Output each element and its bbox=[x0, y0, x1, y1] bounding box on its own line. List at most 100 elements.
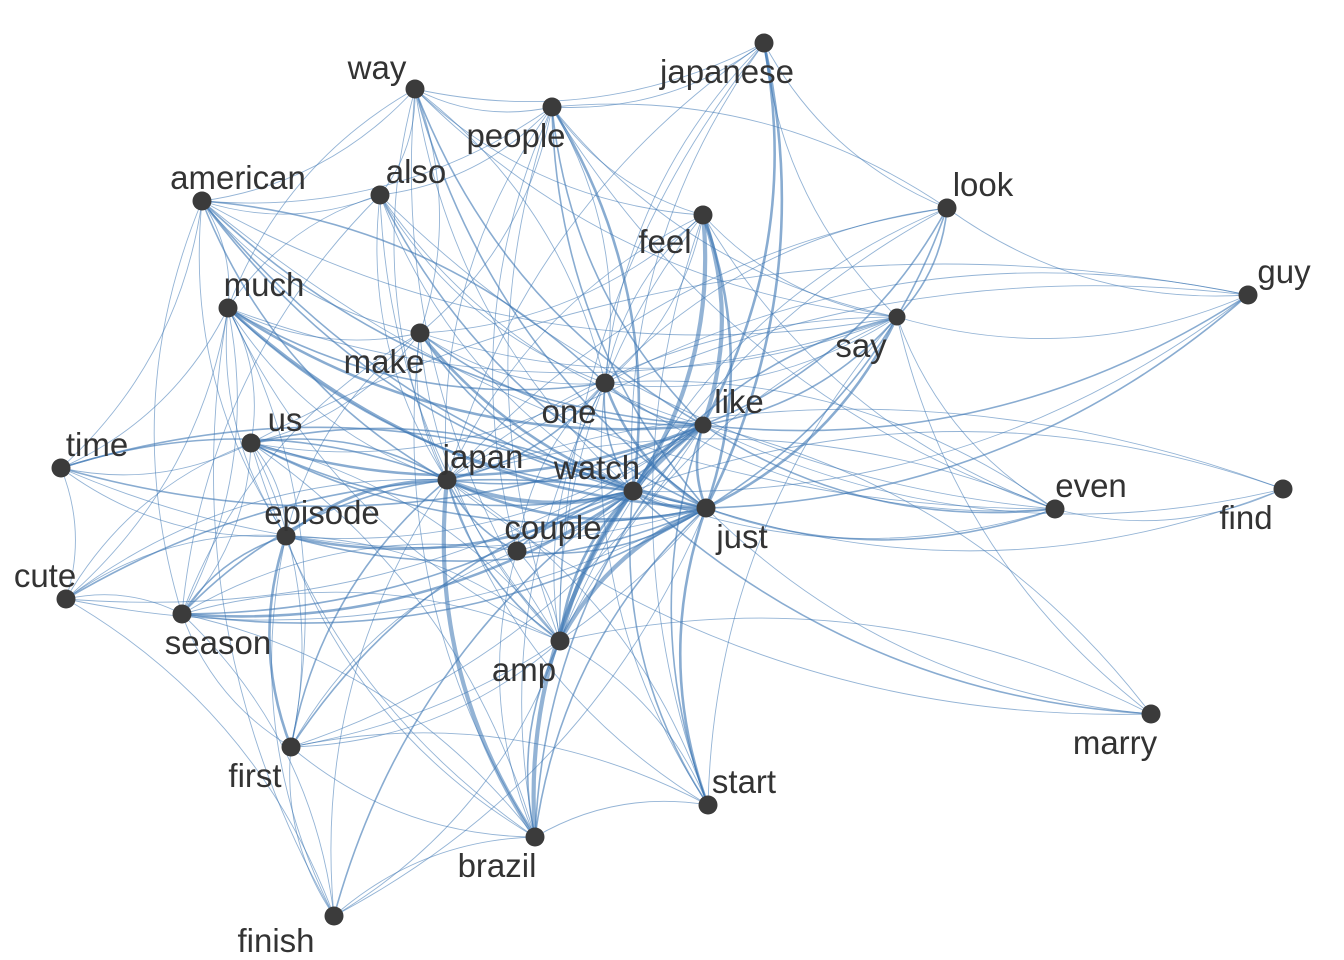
edge-people-say bbox=[551, 106, 898, 318]
edge-one-even bbox=[604, 382, 1056, 512]
node-label-also: also bbox=[386, 153, 447, 190]
node-say bbox=[888, 308, 906, 326]
node-label-make: make bbox=[344, 343, 425, 380]
edge-one-watch bbox=[603, 382, 634, 492]
edge-people-japan bbox=[444, 106, 553, 481]
node-label-time: time bbox=[66, 426, 128, 463]
node-label-even: even bbox=[1055, 467, 1127, 504]
edge-way-japanese bbox=[414, 42, 765, 103]
node-label-first: first bbox=[228, 757, 281, 794]
edge-first-much bbox=[227, 307, 306, 748]
edge-episode-just bbox=[285, 507, 707, 562]
edge-make-episode bbox=[285, 332, 421, 537]
edge-make-just bbox=[418, 331, 708, 510]
edge-episode-finish bbox=[271, 535, 335, 917]
edge-start-amp bbox=[559, 640, 709, 806]
edge-just-marry bbox=[705, 507, 1152, 715]
edge-feel-start bbox=[651, 214, 709, 806]
edge-cute-like bbox=[65, 424, 704, 603]
edge-way-watch bbox=[414, 88, 634, 492]
node-label-start: start bbox=[712, 763, 776, 800]
edge-way-people bbox=[414, 88, 553, 113]
edge-also-one bbox=[379, 194, 606, 384]
edge-also-people bbox=[379, 106, 553, 196]
edge-watch-marry bbox=[632, 490, 1152, 715]
edges-layer bbox=[60, 41, 1284, 917]
edge-people-amp bbox=[507, 106, 561, 642]
edge-season-first bbox=[181, 613, 292, 748]
node-label-japanese: japanese bbox=[659, 53, 794, 90]
node-guy bbox=[1238, 285, 1258, 305]
node-label-feel: feel bbox=[638, 223, 691, 260]
node-label-cute: cute bbox=[14, 557, 76, 594]
edge-much-make bbox=[227, 307, 421, 341]
edge-like-say bbox=[702, 316, 898, 426]
edge-american-people bbox=[201, 106, 553, 204]
node-label-marry: marry bbox=[1073, 724, 1158, 761]
edge-also-amp bbox=[379, 194, 561, 642]
edge-american-like bbox=[201, 200, 704, 426]
edge-finish-cute bbox=[65, 598, 335, 917]
node-label-way: way bbox=[347, 49, 407, 86]
edge-japanese-japan bbox=[446, 42, 765, 481]
node-even bbox=[1045, 499, 1065, 519]
edge-first-amp bbox=[290, 640, 561, 748]
edge-people-like bbox=[551, 106, 704, 426]
node-feel bbox=[693, 205, 713, 225]
node-couple bbox=[507, 541, 527, 561]
edge-look-japan bbox=[446, 207, 948, 481]
edge-episode-brazil bbox=[285, 535, 536, 838]
edge-way-like bbox=[414, 88, 704, 426]
node-label-much: much bbox=[224, 266, 305, 303]
node-label-brazil: brazil bbox=[458, 847, 537, 884]
edge-just-start bbox=[678, 506, 710, 807]
edge-season-much bbox=[181, 307, 238, 615]
edge-people-couple bbox=[492, 106, 553, 552]
edge-first-finish bbox=[289, 746, 335, 917]
labels-layer: way people japanese american also feel look guy… bbox=[14, 49, 1311, 959]
node-label-couple: couple bbox=[504, 509, 601, 546]
edge-look-watch bbox=[632, 207, 948, 492]
edge-also-just bbox=[379, 194, 707, 509]
edge-finish-just bbox=[333, 507, 707, 917]
node-season bbox=[172, 604, 192, 624]
edge-make-feel bbox=[419, 214, 704, 334]
node-label-us: us bbox=[268, 401, 303, 438]
edge-say-japan bbox=[446, 316, 898, 481]
edge-say-start bbox=[707, 316, 898, 806]
edge-start-brazil bbox=[534, 800, 709, 838]
edge-season-watch bbox=[180, 489, 635, 618]
edge-much-japan bbox=[227, 307, 448, 481]
edge-make-season bbox=[181, 332, 421, 615]
edge-like-guy bbox=[702, 294, 1249, 432]
edge-us-one bbox=[250, 382, 606, 453]
edge-even-find bbox=[1054, 488, 1284, 522]
edge-one-feel bbox=[604, 214, 704, 384]
edge-people-even bbox=[551, 106, 1056, 510]
edge-just-amp bbox=[557, 505, 709, 644]
edge-us-watch bbox=[250, 442, 634, 507]
edge-feel-even bbox=[702, 214, 1056, 510]
node-start bbox=[698, 795, 718, 815]
edge-find-watch bbox=[632, 431, 1284, 492]
edge-couple-brazil bbox=[499, 550, 536, 838]
edge-say-watch bbox=[632, 316, 898, 492]
edge-also-way bbox=[379, 88, 416, 196]
edge-american-episode bbox=[198, 200, 287, 537]
edge-amp-us bbox=[250, 442, 561, 642]
edge-us-make bbox=[250, 332, 421, 444]
edge-us-brazil bbox=[250, 442, 536, 838]
edge-watch-cute bbox=[65, 478, 634, 600]
edge-couple-season bbox=[181, 543, 518, 615]
edge-just-find bbox=[705, 488, 1284, 552]
edge-just-even bbox=[705, 507, 1056, 541]
edge-us-just bbox=[250, 442, 707, 524]
node-find bbox=[1273, 479, 1293, 499]
edge-japanese-watch bbox=[631, 42, 765, 492]
edge-feel-japan bbox=[446, 214, 704, 481]
node-label-one: one bbox=[541, 393, 596, 430]
edge-time-us bbox=[60, 442, 252, 476]
node-label-amp: amp bbox=[492, 651, 556, 688]
edge-way-feel bbox=[414, 88, 704, 216]
node-american bbox=[192, 191, 212, 211]
